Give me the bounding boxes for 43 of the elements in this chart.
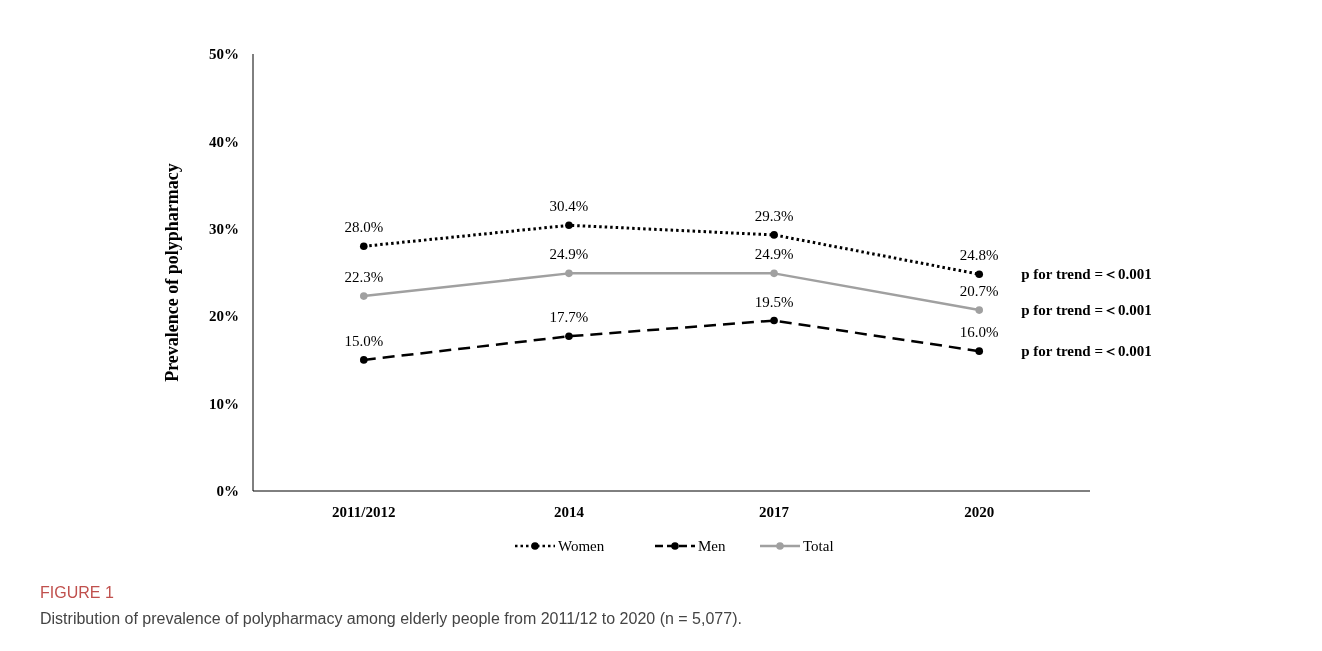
annotation: p for trend =＜0.001 [1021, 302, 1152, 319]
point [770, 316, 778, 325]
point [359, 242, 368, 251]
point [770, 231, 778, 239]
x-tick-label: 2020 [964, 504, 995, 520]
data-label: 30.4% [549, 198, 589, 215]
y-axis-title: Prevalence of polypharmacy [162, 163, 182, 382]
point [565, 269, 573, 278]
y-tick-label: 40% [209, 133, 239, 150]
data-label: 24.9% [549, 246, 589, 263]
caption: FIGURE 1 [40, 584, 114, 601]
point [975, 270, 984, 279]
data-label: 29.3% [754, 207, 794, 224]
legend-label: Total [803, 538, 834, 555]
y-tick-label: 0% [216, 483, 239, 500]
point [975, 347, 984, 355]
x-tick-label: 2017 [759, 504, 790, 520]
y-tick-label: 30% [209, 221, 239, 238]
annotation: p for trend =＜0.001 [1021, 343, 1152, 360]
legend-label: Men [698, 538, 726, 555]
data-label: 16.0% [959, 324, 999, 341]
data-label: 17.7% [549, 309, 589, 326]
y-tick-label: 20% [209, 308, 239, 325]
y-tick-label: 10% [209, 395, 239, 412]
data-label: 19.5% [754, 293, 794, 310]
data-label: 24.9% [754, 246, 794, 263]
point [975, 306, 984, 314]
point [565, 221, 573, 230]
data-label: 15.0% [344, 332, 384, 349]
data-label: 20.7% [959, 283, 999, 300]
point [565, 332, 573, 341]
x-tick-label: 2011/2012 [332, 504, 396, 520]
data-label: 22.3% [344, 269, 384, 286]
point [359, 356, 368, 364]
annotation: p for trend =＜0.001 [1021, 266, 1152, 283]
x-tick-label: 2014 [553, 504, 585, 520]
point [770, 269, 778, 278]
data-label: 28.0% [344, 219, 384, 236]
y-tick-label: 50% [209, 46, 239, 63]
text: Distribution of prevalence of polypharmacy among elderly people from 2011/12 to 2020 (n = 5,077). [40, 610, 742, 627]
point [359, 292, 368, 300]
legend-label: Women [558, 538, 605, 555]
data-label: 24.8% [959, 247, 999, 264]
